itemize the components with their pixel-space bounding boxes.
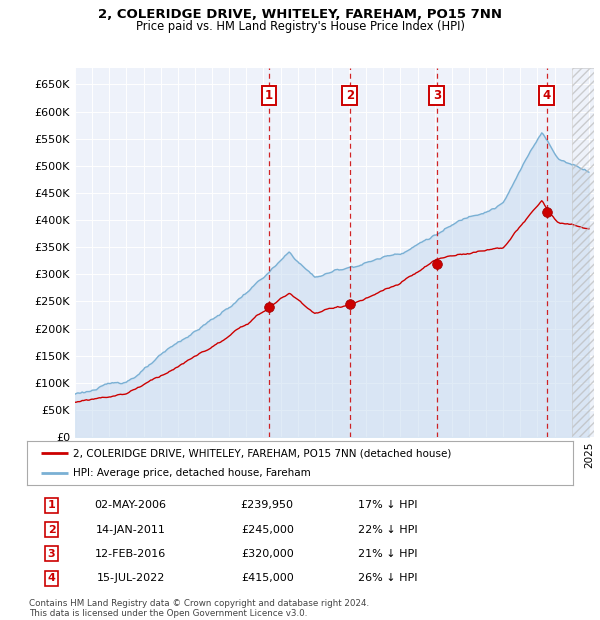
Text: 1: 1 <box>47 500 55 510</box>
Text: 2: 2 <box>47 525 55 534</box>
Text: Price paid vs. HM Land Registry's House Price Index (HPI): Price paid vs. HM Land Registry's House … <box>136 20 464 33</box>
Text: 17% ↓ HPI: 17% ↓ HPI <box>358 500 417 510</box>
Text: 3: 3 <box>433 89 441 102</box>
Text: 4: 4 <box>542 89 551 102</box>
Text: 2: 2 <box>346 89 354 102</box>
Text: 2, COLERIDGE DRIVE, WHITELEY, FAREHAM, PO15 7NN (detached house): 2, COLERIDGE DRIVE, WHITELEY, FAREHAM, P… <box>73 448 452 458</box>
Text: 14-JAN-2011: 14-JAN-2011 <box>96 525 166 534</box>
Text: 2, COLERIDGE DRIVE, WHITELEY, FAREHAM, PO15 7NN: 2, COLERIDGE DRIVE, WHITELEY, FAREHAM, P… <box>98 8 502 21</box>
Text: Contains HM Land Registry data © Crown copyright and database right 2024.
This d: Contains HM Land Registry data © Crown c… <box>29 599 369 618</box>
Text: £239,950: £239,950 <box>241 500 294 510</box>
Text: 3: 3 <box>48 549 55 559</box>
Text: HPI: Average price, detached house, Fareham: HPI: Average price, detached house, Fare… <box>73 468 311 478</box>
Text: 22% ↓ HPI: 22% ↓ HPI <box>358 525 417 534</box>
Text: £320,000: £320,000 <box>241 549 293 559</box>
Text: 15-JUL-2022: 15-JUL-2022 <box>97 573 165 583</box>
Text: £245,000: £245,000 <box>241 525 293 534</box>
Text: 1: 1 <box>265 89 273 102</box>
Text: 21% ↓ HPI: 21% ↓ HPI <box>358 549 417 559</box>
Text: 02-MAY-2006: 02-MAY-2006 <box>95 500 167 510</box>
Text: 26% ↓ HPI: 26% ↓ HPI <box>358 573 417 583</box>
Text: 4: 4 <box>47 573 56 583</box>
Text: £415,000: £415,000 <box>241 573 293 583</box>
Text: 12-FEB-2016: 12-FEB-2016 <box>95 549 166 559</box>
